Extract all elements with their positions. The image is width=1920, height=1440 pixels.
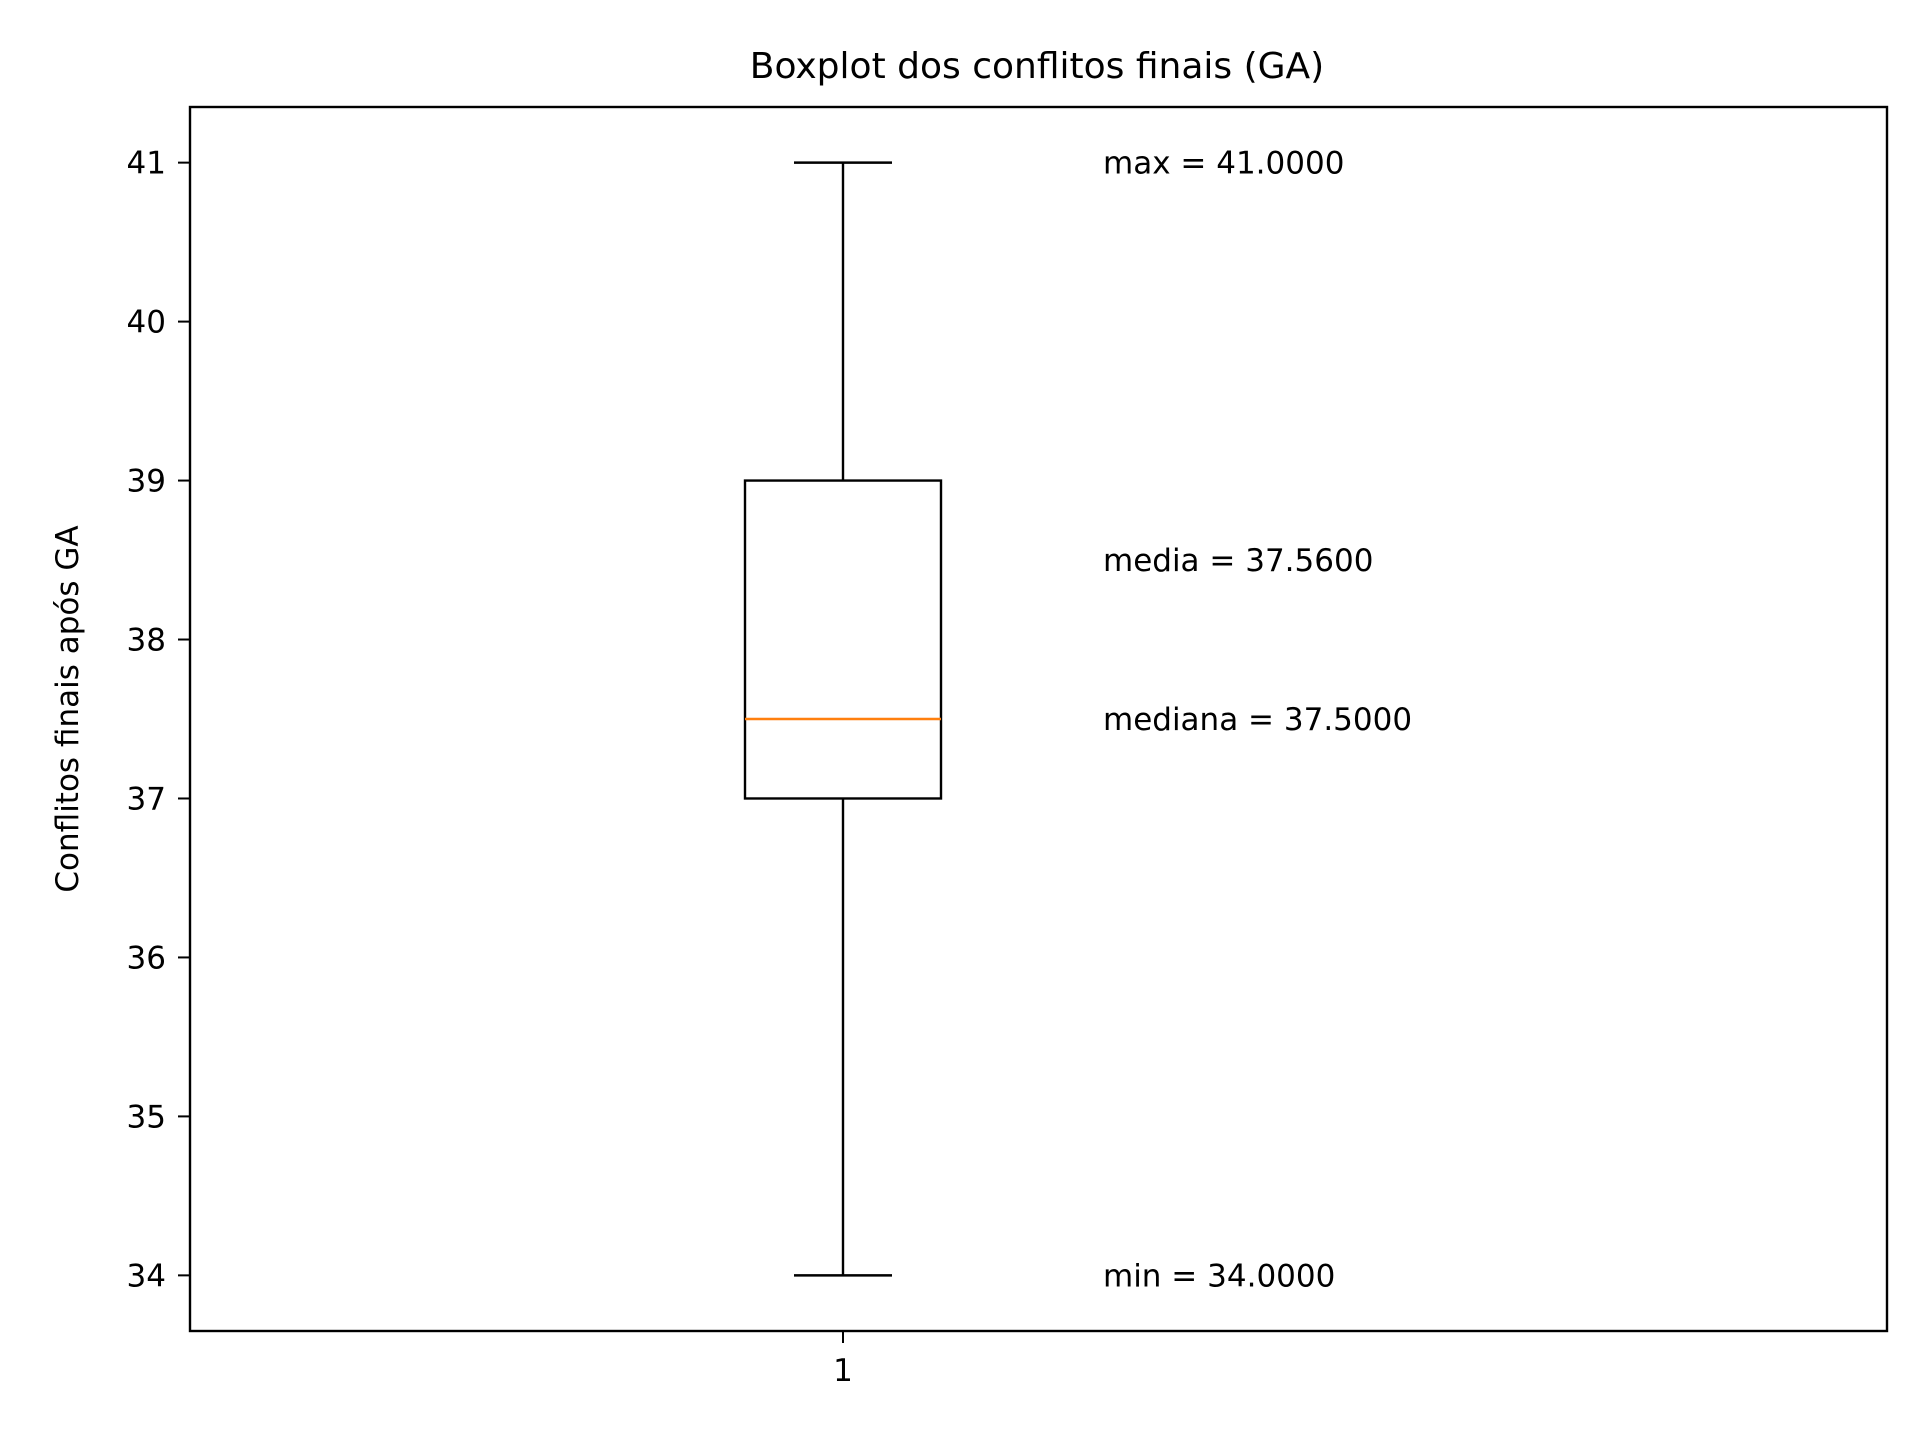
y-tick-label: 38 xyxy=(127,623,166,659)
stat-annotation: min = 34.0000 xyxy=(1103,1258,1335,1294)
y-tick-label: 36 xyxy=(127,940,166,976)
chart-title: Boxplot dos conflitos finais (GA) xyxy=(750,46,1324,87)
iqr-box xyxy=(743,479,943,800)
y-tick-label: 37 xyxy=(127,781,166,817)
x-tick-label: 1 xyxy=(833,1353,853,1389)
y-axis-label: Conflitos finais após GA xyxy=(50,525,86,892)
plot-area: 34 35 36 37 38 39 40 41 1 max = 41.0000 media = 37… xyxy=(127,105,1889,1389)
y-tick-label: 40 xyxy=(127,305,166,341)
stat-annotation: mediana = 37.5000 xyxy=(1103,702,1412,738)
y-tick-label: 41 xyxy=(127,146,166,182)
y-tick-label: 34 xyxy=(127,1258,166,1294)
stat-annotation: media = 37.5600 xyxy=(1103,543,1373,579)
stat-annotation: max = 41.0000 xyxy=(1103,146,1344,182)
y-tick-label: 35 xyxy=(127,1099,166,1135)
y-tick-label: 39 xyxy=(127,464,166,500)
axes-frame xyxy=(188,105,1889,1333)
